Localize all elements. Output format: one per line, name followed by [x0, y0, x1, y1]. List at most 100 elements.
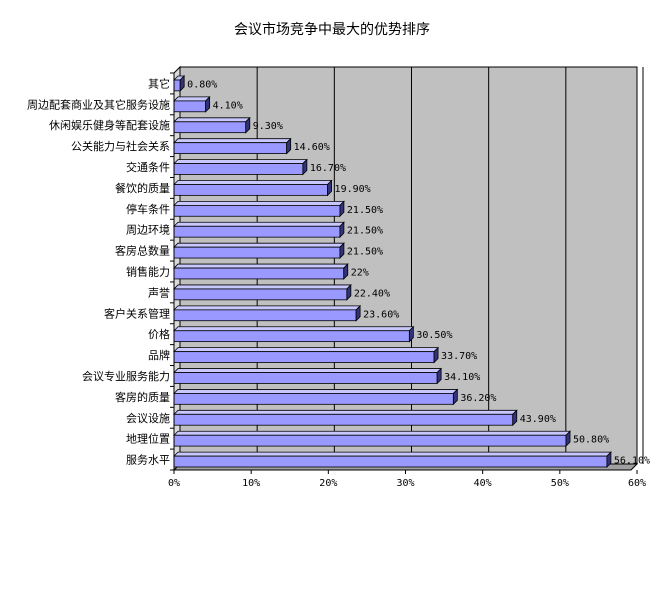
bar-top — [173, 284, 352, 290]
x-tick-label: 40% — [474, 478, 492, 489]
bar-side — [436, 367, 442, 385]
category-label: 品牌 — [148, 348, 170, 362]
bar-side — [433, 346, 439, 364]
bar-side — [286, 137, 292, 155]
data-label: 21.50% — [347, 226, 383, 237]
bar-top — [173, 389, 459, 394]
data-label: 50.80% — [573, 435, 609, 446]
bar-side — [355, 304, 361, 322]
bar-side — [408, 325, 414, 343]
bar-side — [606, 451, 612, 468]
x-tick-label: 60% — [628, 478, 646, 489]
bar-top — [173, 409, 518, 415]
category-label: 客房总数量 — [115, 244, 170, 258]
data-label: 56.10% — [614, 456, 650, 467]
bar — [173, 79, 181, 92]
bar-top — [173, 180, 333, 185]
category-label: 停车条件 — [126, 202, 170, 216]
category-label: 会议设施 — [126, 412, 170, 425]
x-tick-label: 20% — [319, 478, 337, 489]
bar — [173, 204, 341, 217]
bar — [173, 372, 438, 384]
bar-side — [452, 388, 458, 406]
bar — [173, 225, 341, 238]
x-tick-label: 0% — [168, 478, 180, 489]
bar-side — [346, 283, 352, 301]
bar — [173, 309, 357, 322]
category-label: 销售能力 — [126, 265, 170, 279]
category-label: 客户关系管理 — [104, 306, 170, 320]
category-label: 价格 — [148, 327, 170, 341]
bar-top — [173, 117, 251, 123]
bar-top — [173, 451, 612, 457]
bar-top — [173, 368, 443, 373]
x-tick-label: 30% — [396, 478, 414, 489]
bar-side — [343, 263, 349, 280]
data-label: 22% — [351, 268, 369, 279]
bar-side — [179, 75, 185, 92]
chart-title: 会议市场竞争中最大的优势排序 — [234, 21, 430, 38]
data-label: 19.90% — [335, 184, 371, 195]
bar-side — [327, 179, 332, 197]
bar — [173, 246, 341, 259]
bar-top — [173, 242, 345, 248]
bar — [173, 393, 454, 405]
data-label: 33.70% — [441, 351, 477, 362]
x-tick-label: 10% — [242, 478, 260, 489]
bar-top — [173, 263, 349, 269]
bar — [173, 100, 207, 113]
bar — [173, 267, 345, 280]
bar-top — [173, 138, 292, 144]
data-label: 0.80% — [187, 79, 217, 90]
bar-side — [339, 242, 345, 260]
bar-top — [173, 200, 345, 206]
data-label: 43.90% — [520, 414, 556, 425]
data-label: 21.50% — [347, 205, 383, 216]
bar-top — [173, 347, 440, 353]
bar — [173, 434, 567, 447]
bar — [173, 455, 608, 468]
category-label: 休闲娱乐健身等配套设施 — [49, 118, 170, 132]
category-label: 其它 — [148, 76, 170, 90]
data-label: 14.60% — [294, 142, 330, 153]
data-label: 22.40% — [354, 288, 390, 299]
bar-side — [339, 200, 345, 218]
bar — [173, 351, 435, 363]
category-label: 餐饮的质量 — [115, 181, 170, 195]
category-label: 地理位置 — [126, 432, 170, 446]
category-label: 周边环境 — [126, 223, 170, 237]
bar — [173, 288, 348, 301]
bar-side — [339, 221, 345, 239]
bar-top — [173, 430, 571, 436]
category-label: 公关能力与社会关系 — [71, 139, 170, 153]
bar-side — [302, 158, 308, 176]
bar — [173, 121, 247, 134]
bar-top — [173, 159, 308, 164]
category-label: 客房的质量 — [115, 390, 170, 404]
category-label: 周边配套商业及其它服务设施 — [27, 97, 170, 111]
bar-top — [173, 305, 362, 311]
bar-side — [205, 95, 211, 113]
bar — [173, 184, 328, 196]
data-label: 23.60% — [363, 309, 399, 320]
bar-side — [512, 409, 518, 427]
bar — [173, 330, 410, 343]
bar — [173, 142, 288, 154]
data-label: 34.10% — [444, 372, 480, 383]
bar — [173, 163, 304, 175]
data-label: 4.10% — [213, 100, 243, 111]
bar-side — [245, 116, 251, 134]
bar — [173, 413, 514, 426]
bar-side — [565, 430, 571, 448]
x-tick-label: 50% — [551, 478, 569, 489]
plot-area: 0% 10% 20% 30% 40% 50% 60% 其它 0.80% 周边配套商业及其它服务设施… — [27, 65, 650, 489]
category-label: 服务水平 — [126, 454, 170, 467]
data-label: 30.50% — [416, 330, 452, 341]
category-label: 声誉 — [148, 285, 170, 299]
category-label: 交通条件 — [126, 160, 170, 174]
category-label: 会议专业服务能力 — [82, 369, 170, 383]
bar-top — [173, 221, 345, 227]
data-label: 16.70% — [310, 163, 346, 174]
bar-top — [173, 96, 211, 102]
